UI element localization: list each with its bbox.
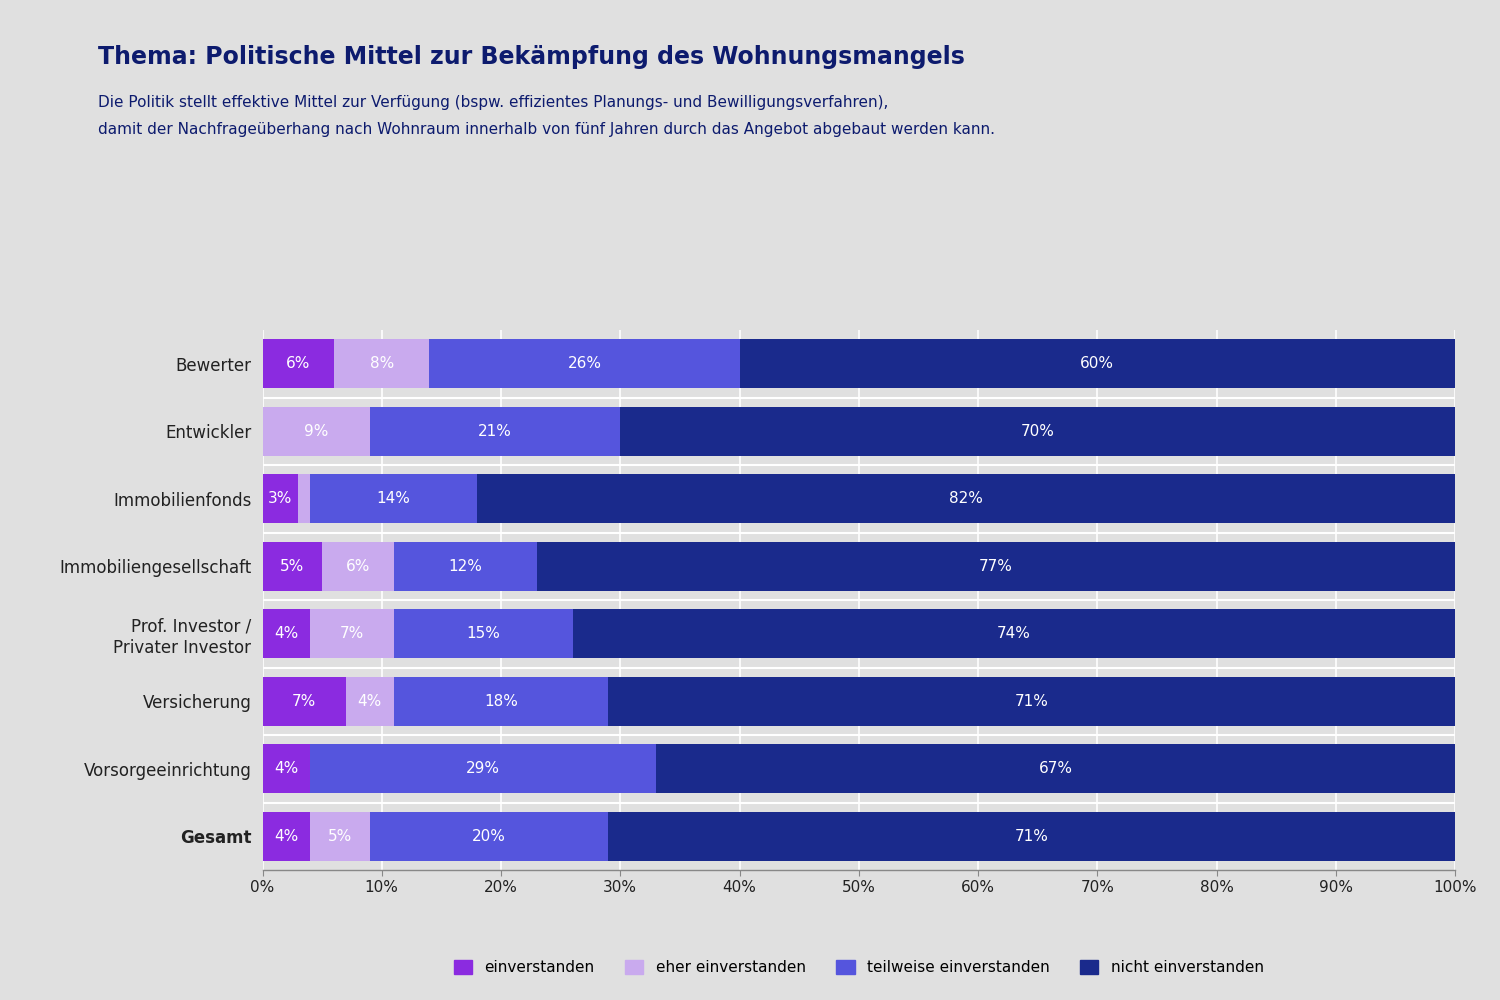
Text: 4%: 4% — [274, 626, 298, 641]
Text: 4%: 4% — [357, 694, 382, 709]
Bar — [346, 677, 393, 726]
Text: 5%: 5% — [280, 559, 304, 574]
Bar — [609, 677, 1455, 726]
Text: 4%: 4% — [274, 829, 298, 844]
Bar — [310, 609, 393, 658]
Text: damit der Nachfrageüberhang nach Wohnraum innerhalb von fünf Jahren durch das An: damit der Nachfrageüberhang nach Wohnrau… — [98, 122, 995, 137]
Text: 7%: 7% — [340, 626, 364, 641]
Bar — [740, 339, 1455, 388]
Text: 5%: 5% — [328, 829, 352, 844]
Bar — [370, 407, 621, 456]
Bar — [370, 812, 609, 861]
Bar — [262, 812, 310, 861]
Bar — [393, 609, 573, 658]
Text: 82%: 82% — [950, 491, 982, 506]
Bar — [262, 474, 298, 523]
Bar — [310, 812, 370, 861]
Text: 15%: 15% — [466, 626, 500, 641]
Legend: einverstanden, eher einverstanden, teilweise einverstanden, nicht einverstanden: einverstanden, eher einverstanden, teilw… — [448, 954, 1269, 981]
Text: 71%: 71% — [1014, 694, 1048, 709]
Text: 71%: 71% — [1014, 829, 1048, 844]
Bar — [393, 677, 609, 726]
Bar — [310, 474, 477, 523]
Text: 77%: 77% — [980, 559, 1012, 574]
Bar — [310, 744, 656, 793]
Bar — [262, 744, 310, 793]
Text: 6%: 6% — [286, 356, 310, 371]
Bar — [322, 542, 393, 591]
Text: 7%: 7% — [292, 694, 316, 709]
Bar — [537, 542, 1455, 591]
Text: Die Politik stellt effektive Mittel zur Verfügung (bspw. effizientes Planungs- u: Die Politik stellt effektive Mittel zur … — [98, 95, 888, 110]
Text: 21%: 21% — [478, 424, 512, 439]
Text: 60%: 60% — [1080, 356, 1114, 371]
Text: 12%: 12% — [448, 559, 482, 574]
Bar — [429, 339, 740, 388]
Text: 14%: 14% — [376, 491, 411, 506]
Bar — [573, 609, 1455, 658]
Bar — [262, 407, 370, 456]
Bar — [262, 609, 310, 658]
Bar — [334, 339, 429, 388]
Text: 4%: 4% — [274, 761, 298, 776]
Bar — [477, 474, 1455, 523]
Text: Thema: Politische Mittel zur Bekämpfung des Wohnungsmangels: Thema: Politische Mittel zur Bekämpfung … — [98, 45, 965, 69]
Bar — [262, 542, 322, 591]
Bar — [656, 744, 1455, 793]
Bar — [621, 407, 1455, 456]
Text: 29%: 29% — [466, 761, 500, 776]
Text: 3%: 3% — [268, 491, 292, 506]
Text: 20%: 20% — [472, 829, 506, 844]
Text: 74%: 74% — [998, 626, 1030, 641]
Bar — [609, 812, 1455, 861]
Text: 67%: 67% — [1038, 761, 1072, 776]
Text: 70%: 70% — [1020, 424, 1054, 439]
Bar — [298, 474, 310, 523]
Bar — [262, 339, 334, 388]
Text: 9%: 9% — [304, 424, 328, 439]
Bar — [262, 677, 346, 726]
Text: 8%: 8% — [369, 356, 394, 371]
Text: 6%: 6% — [345, 559, 370, 574]
Text: 18%: 18% — [484, 694, 518, 709]
Bar — [393, 542, 537, 591]
Text: 26%: 26% — [567, 356, 602, 371]
